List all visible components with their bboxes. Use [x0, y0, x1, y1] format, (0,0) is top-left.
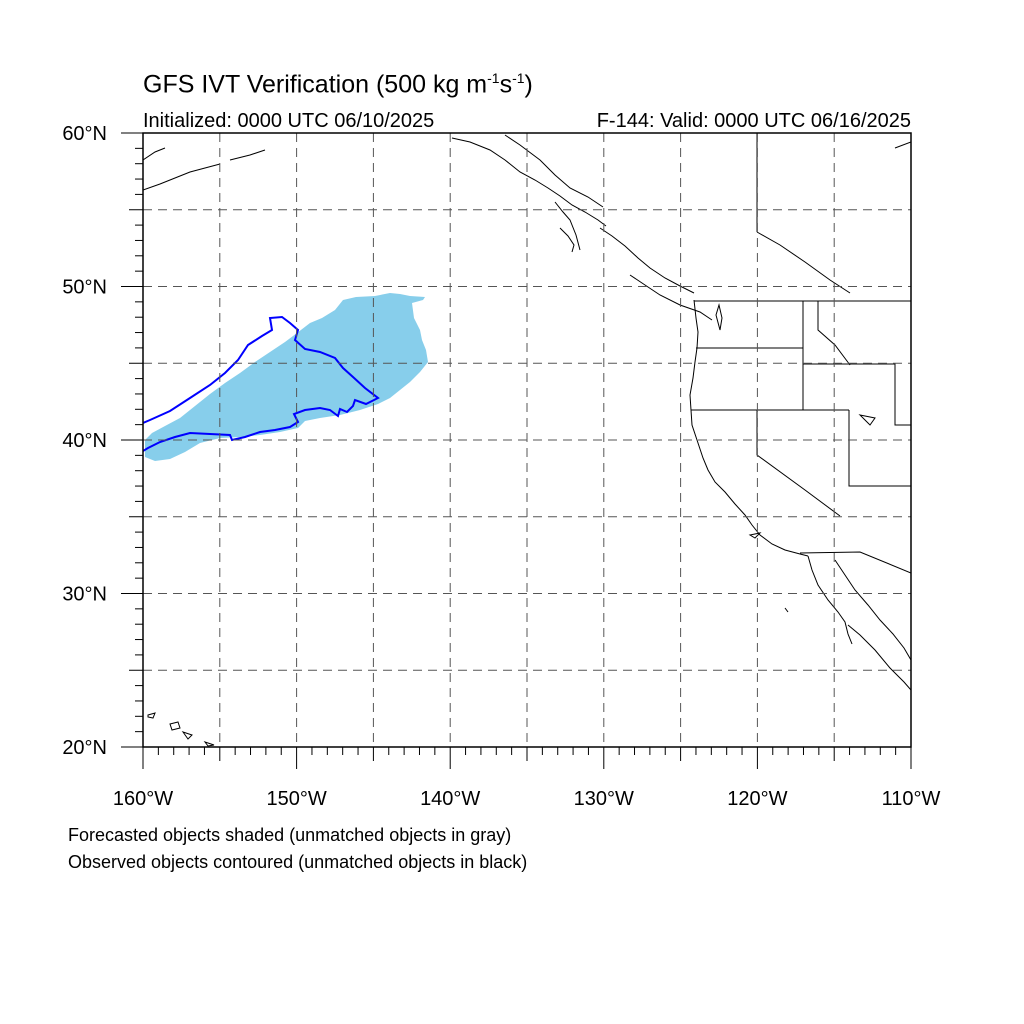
lat-tick-label: 40°N — [62, 430, 107, 452]
lat-tick-label: 20°N — [62, 737, 107, 759]
lon-tick-label: 110°W — [882, 788, 941, 810]
axis-ticks — [121, 132, 912, 769]
lat-tick-label: 60°N — [62, 123, 107, 145]
legend-forecast-note: Forecasted objects shaded (unmatched obj… — [68, 825, 512, 845]
title-exponent-1: -1 — [487, 70, 500, 86]
lon-tick-label: 160°W — [113, 788, 173, 810]
lat-tick-label: 30°N — [62, 584, 107, 606]
title-exponent-2: -1 — [512, 70, 525, 86]
initialized-time: Initialized: 0000 UTC 06/10/2025 — [143, 110, 435, 132]
coastlines — [143, 133, 911, 747]
lat-tick-label: 50°N — [62, 277, 107, 299]
graticule — [143, 133, 911, 747]
page-title: GFS IVT Verification (500 kg m-1s-1) — [143, 70, 533, 99]
lon-tick-label: 130°W — [574, 788, 634, 810]
legend-observed-note: Observed objects contoured (unmatched ob… — [68, 852, 528, 872]
valid-time: F-144: Valid: 0000 UTC 06/16/2025 — [596, 110, 911, 132]
axis-labels: 20°N 30°N 40°N 50°N 60°N 160°W 150°W 140°W 130°W… — [62, 123, 940, 810]
lon-tick-label: 120°W — [727, 788, 787, 810]
observed-ivt-contour — [143, 315, 380, 452]
lon-tick-label: 150°W — [266, 788, 326, 810]
forecast-ivt-object — [145, 293, 428, 461]
title-mid: s — [499, 70, 513, 99]
title-end: ) — [524, 70, 533, 99]
lon-tick-label: 140°W — [420, 788, 480, 810]
title-main: GFS IVT Verification (500 kg m — [143, 70, 488, 99]
